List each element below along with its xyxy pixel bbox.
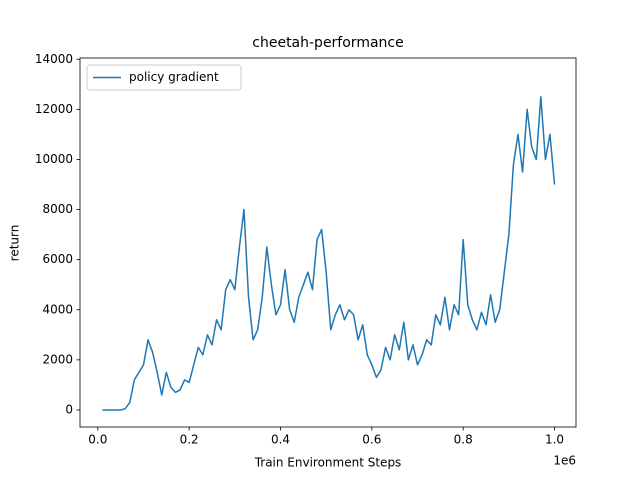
y-tick-label: 2000 [42, 352, 73, 366]
x-tick-label: 0.0 [88, 433, 107, 447]
y-axis-label: return [8, 225, 22, 262]
x-offset-label: 1e6 [553, 454, 576, 468]
y-tick-label: 4000 [42, 302, 73, 316]
axes-frame [79, 57, 577, 428]
y-tick-label: 10000 [35, 152, 73, 166]
y-tick-label: 14000 [35, 52, 73, 66]
data-line [102, 96, 556, 411]
y-tick-label: 12000 [35, 102, 73, 116]
y-tick-label: 6000 [42, 252, 73, 266]
x-tick-label: 0.8 [454, 433, 473, 447]
x-tick-label: 0.2 [180, 433, 199, 447]
x-tick-label: 0.6 [362, 433, 381, 447]
y-tick-label: 8000 [42, 202, 73, 216]
x-tick-label: 0.4 [271, 433, 290, 447]
chart-title: cheetah-performance [252, 35, 403, 51]
y-tick-label: 0 [65, 402, 73, 416]
x-axis-label: Train Environment Steps [254, 456, 402, 470]
x-tick-label: 1.0 [545, 433, 564, 447]
legend-box [86, 64, 242, 91]
legend-label: policy gradient [129, 70, 219, 84]
